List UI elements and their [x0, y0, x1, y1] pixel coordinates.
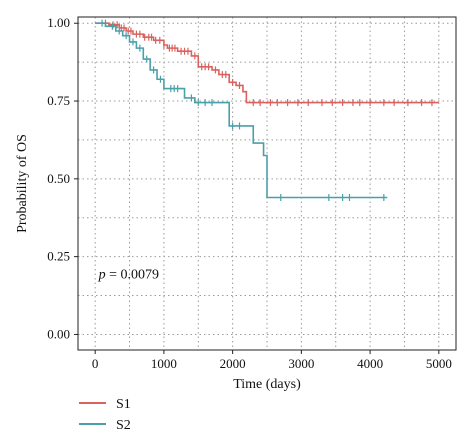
y-tick-label-0: 0.00 — [47, 326, 70, 341]
legend: S1 S2 — [79, 397, 131, 433]
x-tick-label-0: 0 — [92, 356, 99, 371]
p-value-annotation: p = 0.0079 — [98, 267, 159, 282]
curve-s1 — [95, 22, 439, 104]
grid — [78, 17, 456, 350]
x-tick-label-1: 1000 — [151, 356, 177, 371]
x-tick-label-2: 2000 — [220, 356, 246, 371]
x-tick-label-4: 4000 — [357, 356, 383, 371]
y-tick-label-1: 0.25 — [47, 249, 70, 264]
y-tick-label-4: 1.00 — [47, 15, 70, 30]
y-axis-title: Probability of OS — [15, 134, 30, 233]
series-layer — [95, 19, 439, 202]
p-value-symbol: p — [98, 267, 106, 282]
curve-s2 — [95, 22, 388, 199]
legend-label-s2: S2 — [116, 418, 131, 433]
x-tick-label-3: 3000 — [288, 356, 314, 371]
x-axis-title: Time (days) — [233, 377, 301, 392]
x-tick-label-5: 5000 — [426, 356, 452, 371]
series-s2 — [95, 19, 388, 202]
axis-ticks: 0 1000 2000 3000 4000 5000 0.00 0.25 0.50 0.75 1.0… — [47, 15, 452, 371]
plot-frame — [77, 16, 457, 351]
y-tick-label-3: 0.75 — [47, 93, 70, 108]
p-value-text: = 0.0079 — [106, 267, 159, 282]
series-s1 — [95, 19, 439, 107]
legend-label-s1: S1 — [116, 397, 131, 412]
y-tick-label-2: 0.50 — [47, 171, 70, 186]
